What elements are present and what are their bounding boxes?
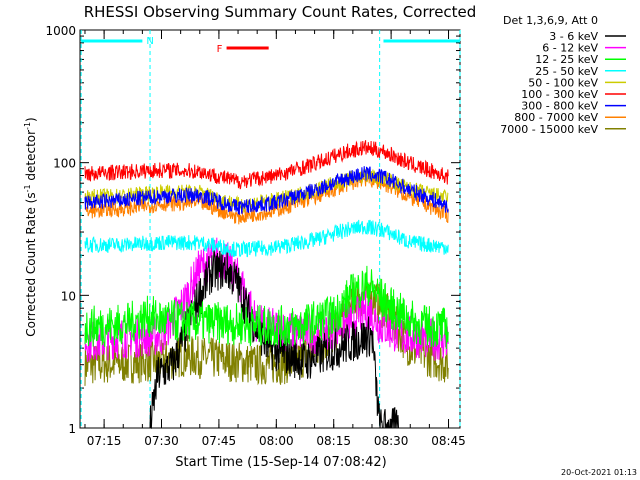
- x-tick-label: 08:30: [374, 434, 409, 448]
- series-line: [84, 169, 449, 213]
- y-tick-label: 1000: [45, 24, 76, 38]
- x-tick-label: 07:30: [144, 434, 179, 448]
- legend-label: 300 - 800 keV: [521, 100, 598, 113]
- x-tick-label: 08:45: [431, 434, 466, 448]
- plot-area: 1 10 100 1000 07:15 07:30 07:45 08:00 08:15 08:30…: [45, 24, 465, 448]
- legend-label: 7000 - 15000 keV: [500, 123, 598, 136]
- series-line: [84, 219, 449, 258]
- chart-title: RHESSI Observing Summary Count Rates, Co…: [84, 3, 477, 21]
- series-line: [84, 237, 449, 363]
- y-tick-label: 10: [61, 289, 76, 303]
- timestamp: 20-Oct-2021 01:13: [561, 468, 637, 477]
- x-tick-label: 08:00: [259, 434, 294, 448]
- legend-title: Det 1,3,6,9, Att 0: [503, 14, 598, 27]
- series-line: [84, 265, 449, 350]
- legend-label: 6 - 12 keV: [542, 42, 598, 55]
- annotation-label: F: [217, 44, 223, 55]
- annotation-label: N: [146, 36, 153, 47]
- y-axis-label-exp2: -1: [23, 122, 32, 130]
- y-axis-label-mid: detector: [24, 130, 38, 185]
- legend-label: 100 - 300 keV: [521, 88, 598, 101]
- legend-label: 50 - 100 keV: [528, 76, 598, 89]
- legend-label: 800 - 7000 keV: [514, 111, 598, 124]
- series-line: [84, 166, 449, 215]
- y-tick-label: 100: [53, 157, 76, 171]
- x-tick-label: 07:45: [202, 434, 237, 448]
- y-axis-label-main: Corrected Count Rate (s: [24, 192, 38, 336]
- y-tick-label: 1: [68, 422, 76, 436]
- y-axis-label-end: ): [24, 117, 38, 122]
- legend-label: 25 - 50 keV: [535, 65, 598, 78]
- legend-label: 12 - 25 keV: [535, 53, 598, 66]
- x-tick-label: 07:15: [87, 434, 122, 448]
- y-axis-label-exp1: -1: [23, 184, 32, 192]
- series-line: [84, 140, 449, 190]
- y-axis-label: Corrected Count Rate (s-1 detector-1): [23, 117, 38, 336]
- x-axis-label: Start Time (15-Sep-14 07:08:42): [175, 455, 386, 470]
- x-tick-label: 08:15: [316, 434, 351, 448]
- legend-label: 3 - 6 keV: [549, 30, 598, 43]
